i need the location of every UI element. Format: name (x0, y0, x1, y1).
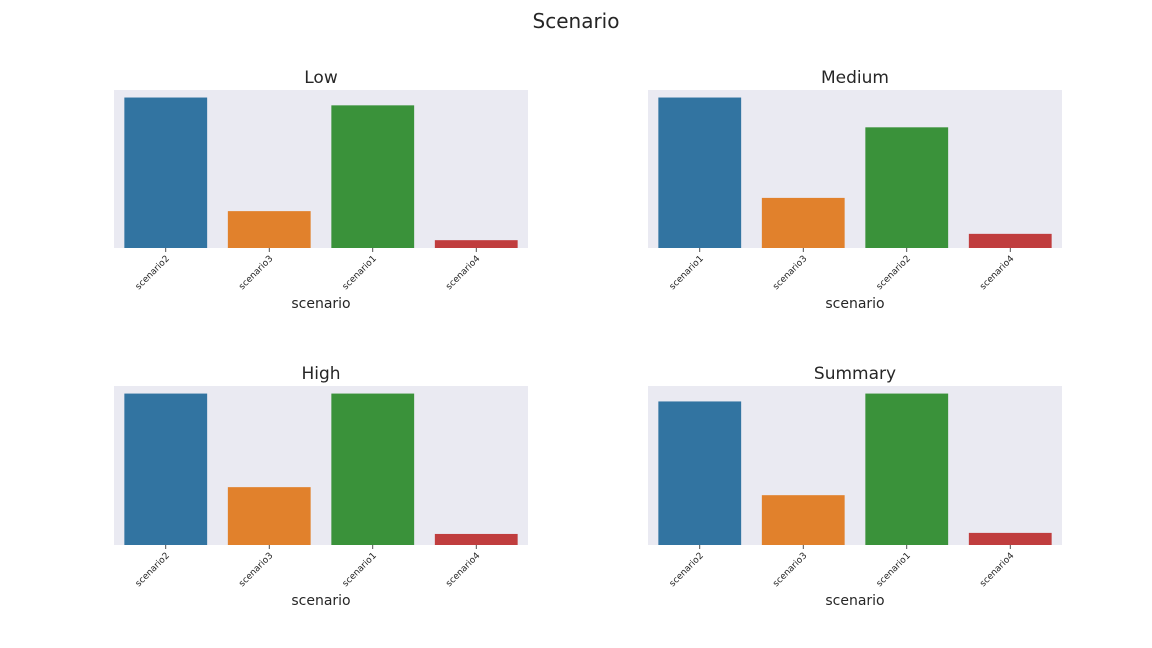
x-tick-label-medium-scenario2: scenario2 (875, 254, 913, 292)
x-axis-label-high: scenario (291, 593, 350, 609)
bar-high-scenario2 (124, 393, 208, 545)
panel-title-summary: Summary (814, 364, 896, 384)
bar-summary-scenario2 (658, 401, 742, 545)
x-tick-label-high-scenario3: scenario3 (237, 551, 275, 589)
x-tick-label-low-scenario1: scenario1 (341, 254, 379, 292)
x-axis-label-summary: scenario (825, 593, 884, 609)
x-tick-label-medium-scenario1: scenario1 (668, 254, 706, 292)
panel-high: High scenario2 scenario3 scenario1 scenario4… (114, 364, 528, 609)
bar-high-scenario4 (434, 533, 518, 545)
bar-medium-scenario3 (761, 197, 845, 248)
x-tick-label-low-scenario2: scenario2 (134, 254, 172, 292)
x-tick-label-high-scenario1: scenario1 (341, 551, 379, 589)
x-tick-label-summary-scenario3: scenario3 (771, 551, 809, 589)
panel-title-high: High (301, 364, 340, 384)
bar-low-scenario1 (331, 105, 415, 248)
x-tick-label-low-scenario4: scenario4 (444, 254, 482, 292)
bar-medium-scenario1 (658, 97, 742, 249)
panel-title-low: Low (304, 68, 338, 88)
bar-low-scenario3 (227, 211, 311, 248)
bar-high-scenario3 (227, 487, 311, 545)
panel-title-medium: Medium (821, 68, 889, 88)
figure-suptitle: Scenario (533, 9, 620, 33)
x-tick-label-summary-scenario1: scenario1 (875, 551, 913, 589)
bar-high-scenario1 (331, 393, 415, 545)
x-tick-label-medium-scenario4: scenario4 (978, 254, 1016, 292)
panel-medium: Medium scenario1 scenario3 scenario2 scenari… (648, 68, 1062, 312)
bar-low-scenario4 (434, 240, 518, 248)
panels: Low scenario2 scenario3 scenario1 scenario4 s… (114, 68, 1062, 609)
bar-low-scenario2 (124, 97, 208, 249)
x-tick-label-high-scenario4: scenario4 (444, 551, 482, 589)
bar-medium-scenario2 (865, 127, 949, 248)
bar-summary-scenario4 (968, 532, 1052, 545)
x-tick-label-summary-scenario4: scenario4 (978, 551, 1016, 589)
x-tick-label-medium-scenario3: scenario3 (771, 254, 809, 292)
bar-summary-scenario3 (761, 495, 845, 545)
x-tick-label-high-scenario2: scenario2 (134, 551, 172, 589)
x-tick-label-summary-scenario2: scenario2 (668, 551, 706, 589)
panel-low: Low scenario2 scenario3 scenario1 scenario4 s… (114, 68, 528, 312)
panel-summary: Summary scenario2 scenario3 scenario1 scenar… (648, 364, 1062, 609)
x-axis-label-low: scenario (291, 296, 350, 312)
x-axis-label-medium: scenario (825, 296, 884, 312)
bar-summary-scenario1 (865, 393, 949, 545)
x-tick-label-low-scenario3: scenario3 (237, 254, 275, 292)
bar-medium-scenario4 (968, 233, 1052, 248)
